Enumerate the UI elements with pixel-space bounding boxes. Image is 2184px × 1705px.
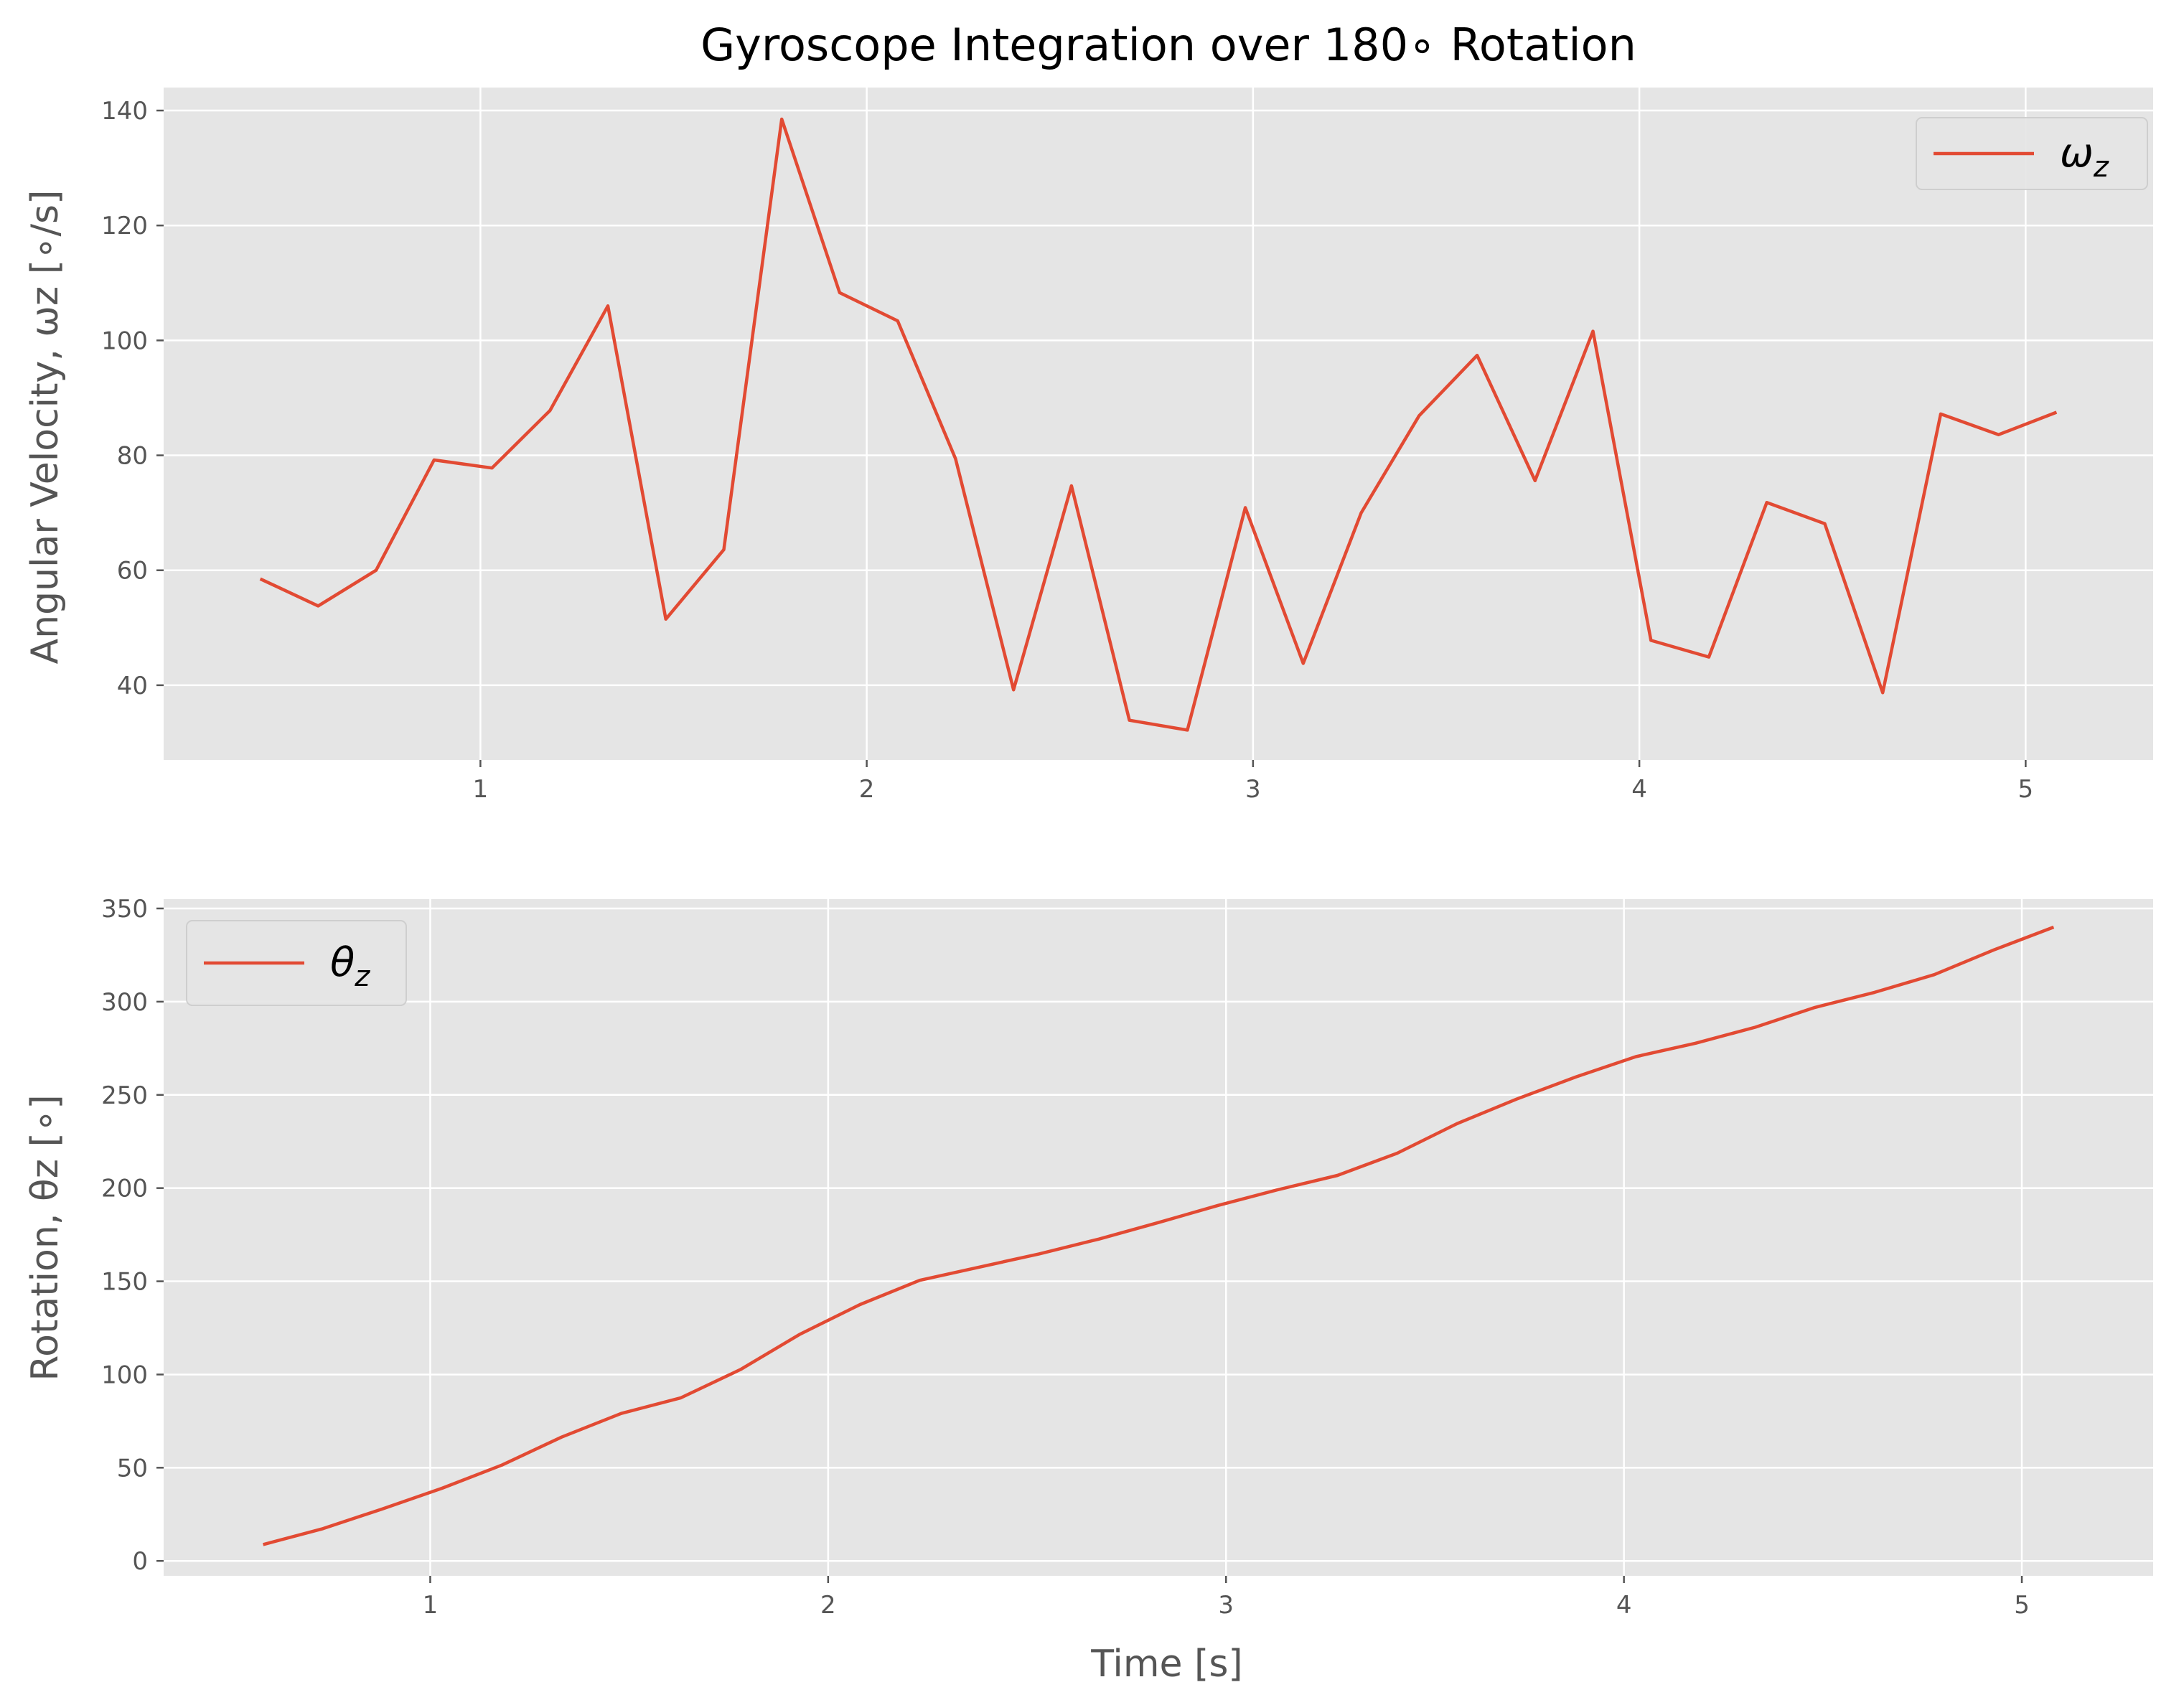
bottom-x-tick-label: 3 bbox=[1218, 1591, 1234, 1620]
x-axis-label: Time [s] bbox=[1090, 1643, 1242, 1686]
top-x-tick-label: 2 bbox=[859, 775, 875, 804]
top-x-tick-label: 1 bbox=[473, 775, 489, 804]
bottom-y-tick-label: 100 bbox=[101, 1361, 148, 1389]
top-y-tick-label: 120 bbox=[101, 212, 148, 240]
bottom-y-tick-label: 300 bbox=[101, 988, 148, 1017]
chart-title: Gyroscope Integration over 180∘ Rotation bbox=[700, 19, 1636, 71]
top-x-tick-label: 4 bbox=[1631, 775, 1647, 804]
top-y-tick-label: 100 bbox=[101, 327, 148, 355]
bottom-y-tick-label: 200 bbox=[101, 1175, 148, 1203]
bottom-x-tick-label: 5 bbox=[2014, 1591, 2030, 1620]
bottom-y-tick-label: 150 bbox=[101, 1268, 148, 1297]
top-y-tick-label: 60 bbox=[117, 557, 148, 586]
top-plot-background bbox=[164, 88, 2153, 760]
bottom-plot-background bbox=[164, 899, 2153, 1576]
top-y-tick-label: 140 bbox=[101, 97, 148, 126]
top-x-tick-label: 3 bbox=[1245, 775, 1261, 804]
top-x-tick-label: 5 bbox=[2018, 775, 2034, 804]
bottom-y-axis-label: Rotation, θz [∘] bbox=[24, 1094, 67, 1381]
bottom-y-tick-label: 0 bbox=[132, 1547, 148, 1576]
top-y-tick-label: 40 bbox=[117, 672, 148, 700]
top-y-axis-label: Angular Velocity, ωz [∘/s] bbox=[24, 190, 67, 664]
bottom-x-tick-label: 4 bbox=[1616, 1591, 1632, 1620]
bottom-x-tick-label: 1 bbox=[423, 1591, 439, 1620]
bottom-y-tick-label: 50 bbox=[117, 1454, 148, 1483]
bottom-y-tick-label: 250 bbox=[101, 1081, 148, 1110]
bottom-y-tick-label: 350 bbox=[101, 895, 148, 924]
bottom-x-tick-label: 2 bbox=[820, 1591, 836, 1620]
top-y-tick-label: 80 bbox=[117, 442, 148, 471]
